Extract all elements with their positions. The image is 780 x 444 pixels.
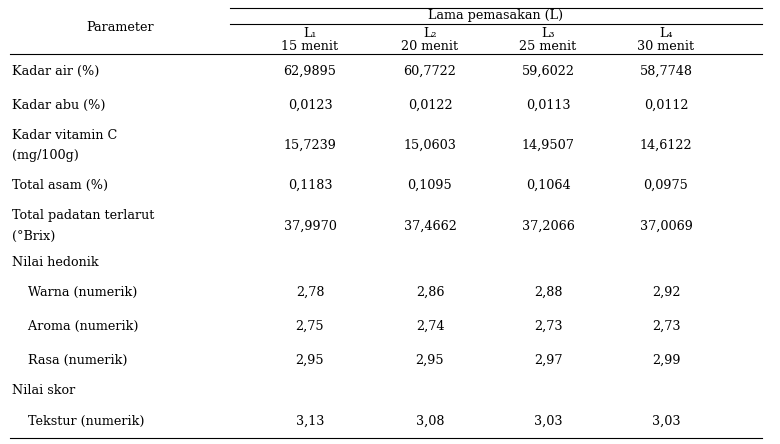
Text: L₁: L₁ [303, 28, 317, 40]
Text: 60,7722: 60,7722 [403, 64, 456, 78]
Text: 37,4662: 37,4662 [403, 219, 456, 232]
Text: 62,9895: 62,9895 [283, 64, 336, 78]
Text: Total padatan terlarut: Total padatan terlarut [12, 209, 154, 222]
Text: 15,7239: 15,7239 [284, 139, 336, 152]
Text: 2,95: 2,95 [296, 354, 324, 367]
Text: (°Brix): (°Brix) [12, 230, 55, 242]
Text: 59,6022: 59,6022 [522, 64, 575, 78]
Text: 2,86: 2,86 [416, 286, 445, 299]
Text: Kadar vitamin C: Kadar vitamin C [12, 129, 117, 142]
Text: 0,0123: 0,0123 [288, 99, 332, 111]
Text: 2,92: 2,92 [652, 286, 680, 299]
Text: 3,03: 3,03 [652, 414, 680, 428]
Text: L₄: L₄ [659, 28, 672, 40]
Text: 2,88: 2,88 [534, 286, 562, 299]
Text: 20 menit: 20 menit [402, 40, 459, 53]
Text: Kadar abu (%): Kadar abu (%) [12, 99, 105, 111]
Text: 2,95: 2,95 [416, 354, 445, 367]
Text: Total asam (%): Total asam (%) [12, 179, 108, 192]
Text: 37,2066: 37,2066 [522, 219, 574, 232]
Text: 30 menit: 30 menit [637, 40, 694, 53]
Text: Nilai skor: Nilai skor [12, 384, 75, 397]
Text: 2,73: 2,73 [534, 320, 562, 333]
Text: L₂: L₂ [424, 28, 437, 40]
Text: Kadar air (%): Kadar air (%) [12, 64, 99, 78]
Text: 0,1064: 0,1064 [526, 179, 570, 192]
Text: 2,74: 2,74 [416, 320, 445, 333]
Text: Tekstur (numerik): Tekstur (numerik) [12, 414, 144, 428]
Text: 58,7748: 58,7748 [640, 64, 693, 78]
Text: (mg/100g): (mg/100g) [12, 149, 79, 162]
Text: Lama pemasakan (L): Lama pemasakan (L) [428, 9, 564, 23]
Text: 0,1183: 0,1183 [288, 179, 332, 192]
Text: 14,9507: 14,9507 [522, 139, 574, 152]
Text: Aroma (numerik): Aroma (numerik) [12, 320, 139, 333]
Text: 0,0113: 0,0113 [526, 99, 570, 111]
Text: 0,1095: 0,1095 [408, 179, 452, 192]
Text: 2,75: 2,75 [296, 320, 324, 333]
Text: 37,0069: 37,0069 [640, 219, 693, 232]
Text: 37,9970: 37,9970 [284, 219, 336, 232]
Text: Parameter: Parameter [86, 21, 154, 34]
Text: L₃: L₃ [541, 28, 555, 40]
Text: Nilai hedonik: Nilai hedonik [12, 256, 98, 269]
Text: 0,0975: 0,0975 [644, 179, 689, 192]
Text: 14,6122: 14,6122 [640, 139, 693, 152]
Text: Rasa (numerik): Rasa (numerik) [12, 354, 127, 367]
Text: 3,08: 3,08 [416, 414, 445, 428]
Text: 2,73: 2,73 [652, 320, 680, 333]
Text: 25 menit: 25 menit [519, 40, 576, 53]
Text: 15 menit: 15 menit [282, 40, 339, 53]
Text: 0,0122: 0,0122 [408, 99, 452, 111]
Text: 2,78: 2,78 [296, 286, 324, 299]
Text: 3,03: 3,03 [534, 414, 562, 428]
Text: 15,0603: 15,0603 [403, 139, 456, 152]
Text: 2,99: 2,99 [652, 354, 680, 367]
Text: 0,0112: 0,0112 [644, 99, 688, 111]
Text: Warna (numerik): Warna (numerik) [12, 286, 137, 299]
Text: 3,13: 3,13 [296, 414, 324, 428]
Text: 2,97: 2,97 [534, 354, 562, 367]
